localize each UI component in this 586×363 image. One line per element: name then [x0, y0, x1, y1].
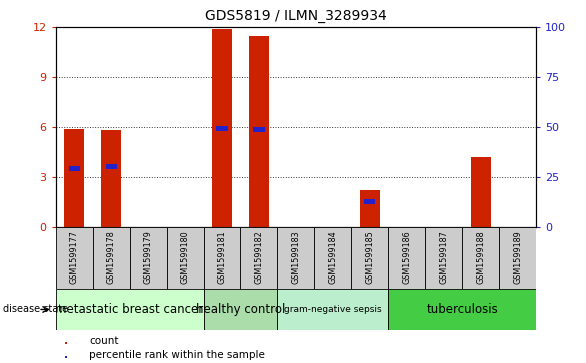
- Bar: [69, 166, 80, 171]
- Bar: [499, 227, 536, 289]
- Text: GSM1599179: GSM1599179: [144, 230, 152, 284]
- Bar: [65, 356, 67, 358]
- Bar: [315, 227, 352, 289]
- Bar: [56, 227, 93, 289]
- Text: GSM1599185: GSM1599185: [365, 230, 374, 284]
- Bar: [425, 227, 462, 289]
- Text: GSM1599177: GSM1599177: [70, 230, 79, 284]
- Text: GSM1599183: GSM1599183: [291, 230, 301, 284]
- Title: GDS5819 / ILMN_3289934: GDS5819 / ILMN_3289934: [205, 9, 387, 24]
- Text: disease state: disease state: [3, 305, 68, 314]
- Text: tuberculosis: tuberculosis: [427, 303, 498, 316]
- Text: GSM1599189: GSM1599189: [513, 230, 522, 284]
- Text: GSM1599178: GSM1599178: [107, 230, 115, 284]
- Bar: [56, 289, 203, 330]
- Bar: [130, 227, 166, 289]
- Bar: [277, 227, 315, 289]
- Bar: [212, 29, 232, 227]
- Text: GSM1599181: GSM1599181: [217, 230, 227, 284]
- Bar: [462, 227, 499, 289]
- Bar: [352, 227, 389, 289]
- Bar: [364, 199, 376, 204]
- Bar: [166, 227, 203, 289]
- Text: percentile rank within the sample: percentile rank within the sample: [89, 350, 265, 360]
- Text: GSM1599187: GSM1599187: [440, 230, 448, 284]
- Text: GSM1599184: GSM1599184: [328, 230, 338, 284]
- Bar: [253, 127, 264, 132]
- Bar: [249, 36, 269, 227]
- Bar: [277, 289, 389, 330]
- Text: healthy control: healthy control: [196, 303, 285, 316]
- Text: gram-negative sepsis: gram-negative sepsis: [284, 305, 381, 314]
- Bar: [216, 126, 227, 131]
- Bar: [203, 289, 277, 330]
- Bar: [240, 227, 277, 289]
- Text: count: count: [89, 336, 119, 346]
- Text: GSM1599182: GSM1599182: [254, 230, 264, 284]
- Bar: [101, 130, 121, 227]
- Bar: [203, 227, 240, 289]
- Bar: [64, 129, 84, 227]
- Text: GSM1599186: GSM1599186: [403, 230, 411, 284]
- Bar: [65, 342, 67, 344]
- Text: GSM1599180: GSM1599180: [180, 230, 189, 284]
- Bar: [360, 190, 380, 227]
- Text: metastatic breast cancer: metastatic breast cancer: [56, 303, 204, 316]
- Bar: [105, 164, 117, 170]
- Bar: [471, 157, 491, 227]
- Bar: [389, 227, 425, 289]
- Text: GSM1599188: GSM1599188: [476, 230, 485, 284]
- Bar: [93, 227, 130, 289]
- Bar: [389, 289, 536, 330]
